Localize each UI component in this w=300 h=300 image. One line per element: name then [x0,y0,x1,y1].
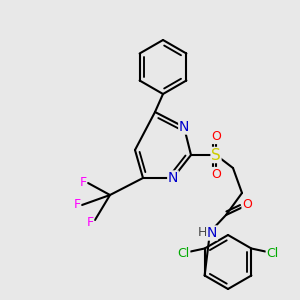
Text: Cl: Cl [178,247,190,260]
Text: S: S [211,148,221,163]
Text: N: N [168,171,178,185]
Text: F: F [80,176,87,190]
Text: F: F [74,199,81,212]
Text: H: H [197,226,207,239]
Text: O: O [211,130,221,143]
Text: F: F [86,215,94,229]
Text: N: N [207,226,217,240]
Text: O: O [242,197,252,211]
Text: Cl: Cl [266,247,278,260]
Text: N: N [179,120,189,134]
Text: O: O [211,167,221,181]
